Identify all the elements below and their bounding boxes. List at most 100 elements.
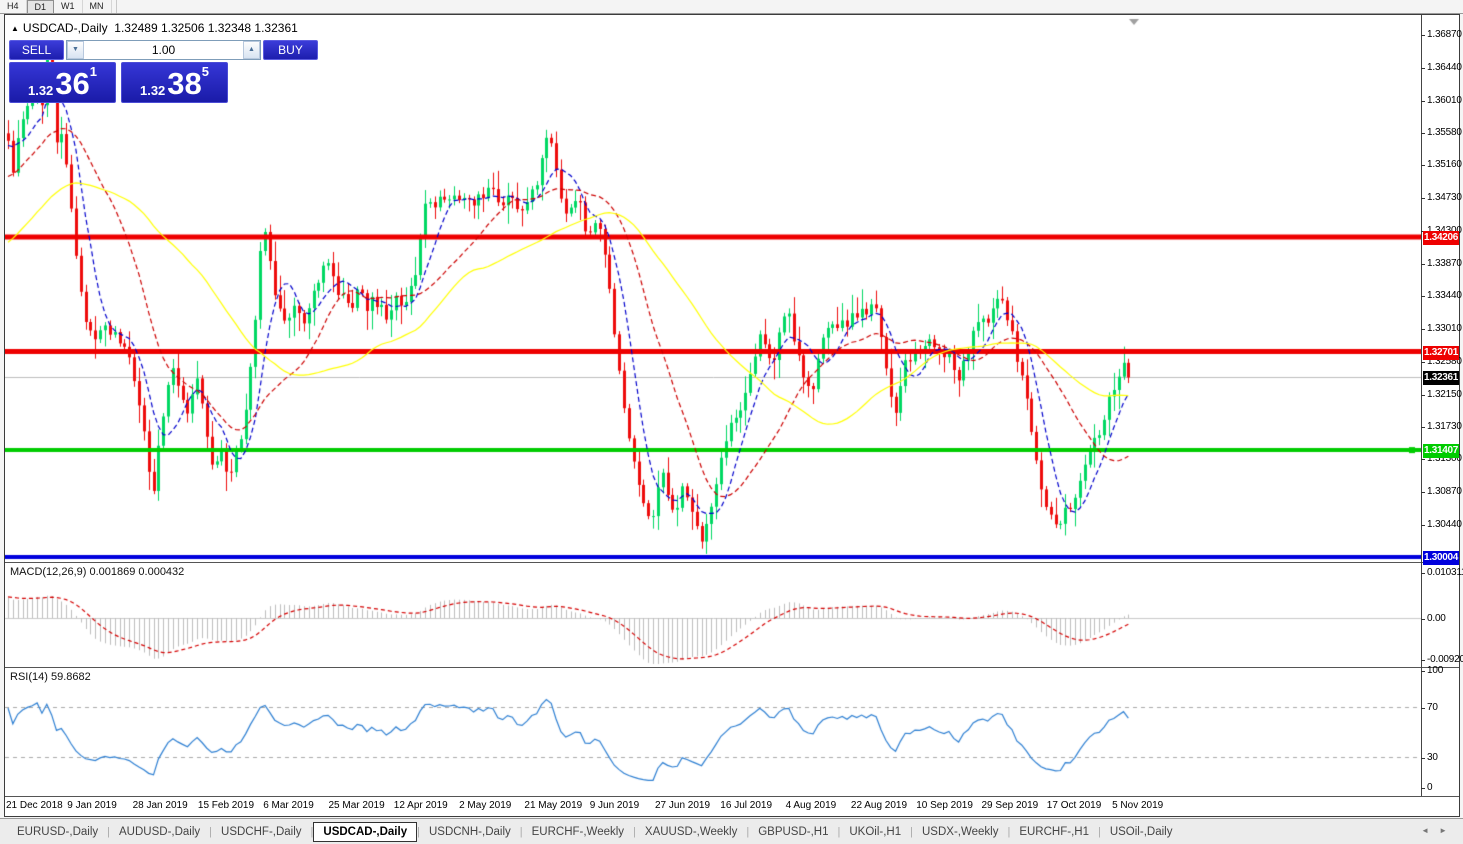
chart-window: ▲ USDCAD-,Daily 1.32489 1.32506 1.32348 1… xyxy=(4,14,1463,817)
price-axis-label: 1.31730 xyxy=(1427,420,1462,432)
collapse-arrow-icon[interactable]: ▲ xyxy=(11,24,19,33)
price-axis-tick xyxy=(1421,459,1425,461)
price-axis-label: 1.30870 xyxy=(1427,486,1462,498)
toolbar-separator xyxy=(115,0,117,13)
chart-tab-eurchf-weekly[interactable]: EURCHF-,Weekly xyxy=(531,825,625,838)
tab-separator: | xyxy=(209,825,213,838)
macd-indicator-label: MACD(12,26,9) 0.001869 0.000432 xyxy=(10,566,185,578)
macd-axis-label: -0.009203 xyxy=(1427,654,1463,666)
tab-scroll-right-icon[interactable]: ► xyxy=(1439,826,1457,835)
price-axis-label: 1.32580 xyxy=(1427,355,1462,367)
date-axis-label: 6 Mar 2019 xyxy=(263,800,314,811)
price-axis-label: 1.36870 xyxy=(1427,29,1462,40)
chart-tab-usdchf-daily[interactable]: USDCHF-,Daily xyxy=(221,825,302,838)
sell-price-big: 36 xyxy=(55,66,90,101)
buy-price-prefix: 1.32 xyxy=(139,83,166,98)
macd-axis-label: 0.00 xyxy=(1427,613,1446,624)
buy-button[interactable]: BUY xyxy=(263,40,318,60)
chart-tab-ukoil-h1[interactable]: UKOil-,H1 xyxy=(849,825,902,838)
price-axis-tick xyxy=(1421,100,1425,102)
volume-stepper: ▼ ▲ xyxy=(66,40,261,60)
price-axis-label: 1.33010 xyxy=(1427,323,1462,335)
price-axis-label: 1.33440 xyxy=(1427,290,1462,302)
price-axis-label: 1.30440 xyxy=(1427,518,1462,530)
chart-tab-audusd-daily[interactable]: AUDUSD-,Daily xyxy=(119,825,201,838)
date-axis-label: 21 Dec 2018 xyxy=(6,800,63,811)
price-axis-label: 1.33870 xyxy=(1427,257,1462,269)
timeframe-button-w1[interactable]: W1 xyxy=(54,0,83,13)
price-chart-canvas[interactable] xyxy=(5,15,1422,562)
chart-tab-eurchf-h1[interactable]: EURCHF-,H1 xyxy=(1019,825,1089,838)
date-axis-label: 2 May 2019 xyxy=(459,800,512,811)
chart-tab-usoil-daily[interactable]: USOil-,Daily xyxy=(1109,825,1173,838)
price-axis-label: 1.34730 xyxy=(1427,192,1462,203)
date-axis-label: 25 Mar 2019 xyxy=(328,800,385,811)
macd-axis-tick xyxy=(1421,660,1425,662)
chart-tab-xauusd-weekly[interactable]: XAUUSD-,Weekly xyxy=(644,825,738,838)
price-axis-tick xyxy=(1421,394,1425,396)
hline-price-label[interactable]: 1.32361 xyxy=(1423,371,1459,386)
price-axis-tick xyxy=(1421,133,1425,135)
chart-tab-usdcnh-daily[interactable]: USDCNH-,Daily xyxy=(428,825,511,838)
pane-separator[interactable] xyxy=(5,667,1459,668)
price-axis-tick xyxy=(1421,524,1425,526)
buy-price-sup: 5 xyxy=(201,64,210,79)
date-axis-label: 5 Nov 2019 xyxy=(1112,800,1164,811)
date-axis-label: 10 Sep 2019 xyxy=(916,800,973,811)
price-axis-divider xyxy=(1421,15,1422,796)
date-axis-label: 9 Jun 2019 xyxy=(589,800,640,811)
date-axis-label: 9 Jan 2019 xyxy=(67,800,117,811)
timeframe-toolbar: H4 D1 W1 MN xyxy=(0,0,1463,14)
chart-tab-gbpusd-h1[interactable]: GBPUSD-,H1 xyxy=(758,825,829,838)
hline-price-label[interactable]: 1.30004 xyxy=(1423,550,1459,565)
rsi-axis-tick xyxy=(1421,708,1425,709)
chart-ohlc-values: 1.32489 1.32506 1.32348 1.32361 xyxy=(114,21,298,35)
sell-price-box[interactable]: 1.32 36 1 xyxy=(9,62,116,103)
chart-tab-usdcad-daily[interactable]: USDCAD-,Daily xyxy=(313,821,418,842)
chart-ohlc-header: ▲ USDCAD-,Daily 1.32489 1.32506 1.32348 1… xyxy=(11,21,298,35)
chart-tab-eurusd-daily[interactable]: EURUSD-,Daily xyxy=(17,825,99,838)
tab-separator: | xyxy=(310,825,314,838)
timeframe-button-h4[interactable]: H4 xyxy=(0,0,27,13)
date-axis-label: 4 Aug 2019 xyxy=(785,800,837,811)
price-axis-tick xyxy=(1421,329,1425,331)
price-axis-label: 1.31300 xyxy=(1427,453,1462,465)
volume-increase-icon[interactable]: ▲ xyxy=(243,41,260,59)
macd-chart-canvas[interactable] xyxy=(5,563,1422,667)
timeframe-button-mn[interactable]: MN xyxy=(83,0,112,13)
price-axis-label: 1.34300 xyxy=(1427,224,1462,238)
price-axis-label: 1.36440 xyxy=(1427,61,1462,73)
price-axis-label: 1.35580 xyxy=(1427,127,1462,139)
date-axis-label: 28 Jan 2019 xyxy=(132,800,188,811)
tab-scroll-left-icon[interactable]: ◄ xyxy=(1421,826,1440,835)
price-axis-label: 1.35160 xyxy=(1427,159,1462,171)
date-axis-label: 12 Apr 2019 xyxy=(393,800,448,811)
chart-tab-usdx-weekly[interactable]: USDX-,Weekly xyxy=(922,825,999,838)
one-click-trade-panel: SELL ▼ ▲ BUY 1.32 36 1 1.32 38 5 xyxy=(9,40,318,103)
tab-separator: | xyxy=(910,825,913,838)
tab-separator: | xyxy=(519,825,523,838)
hline-price-label[interactable]: 1.32701 xyxy=(1423,345,1459,360)
pane-separator[interactable] xyxy=(5,562,1459,563)
rsi-indicator-label: RSI(14) 59.8682 xyxy=(10,671,91,683)
hline-price-label[interactable]: 1.34206 xyxy=(1423,230,1459,245)
hline-price-label[interactable]: 1.31407 xyxy=(1423,444,1459,459)
macd-axis-tick xyxy=(1421,619,1425,620)
date-axis-label: 22 Aug 2019 xyxy=(850,800,908,811)
sell-button[interactable]: SELL xyxy=(9,40,64,60)
volume-input[interactable] xyxy=(84,41,243,59)
volume-decrease-icon[interactable]: ▼ xyxy=(67,41,84,59)
price-axis-tick xyxy=(1421,198,1425,199)
pane-separator xyxy=(5,796,1459,797)
rsi-axis-tick xyxy=(1421,670,1425,672)
price-axis-label: 1.32150 xyxy=(1427,388,1462,400)
macd-axis-tick xyxy=(1421,572,1425,574)
price-axis-tick xyxy=(1421,426,1425,428)
rsi-chart-canvas[interactable] xyxy=(5,668,1422,796)
tab-separator: | xyxy=(837,825,841,838)
tab-separator: | xyxy=(1097,825,1101,838)
rsi-axis-label: 30 xyxy=(1427,752,1438,763)
timeframe-button-d1[interactable]: D1 xyxy=(26,0,55,13)
buy-price-box[interactable]: 1.32 38 5 xyxy=(121,62,228,103)
